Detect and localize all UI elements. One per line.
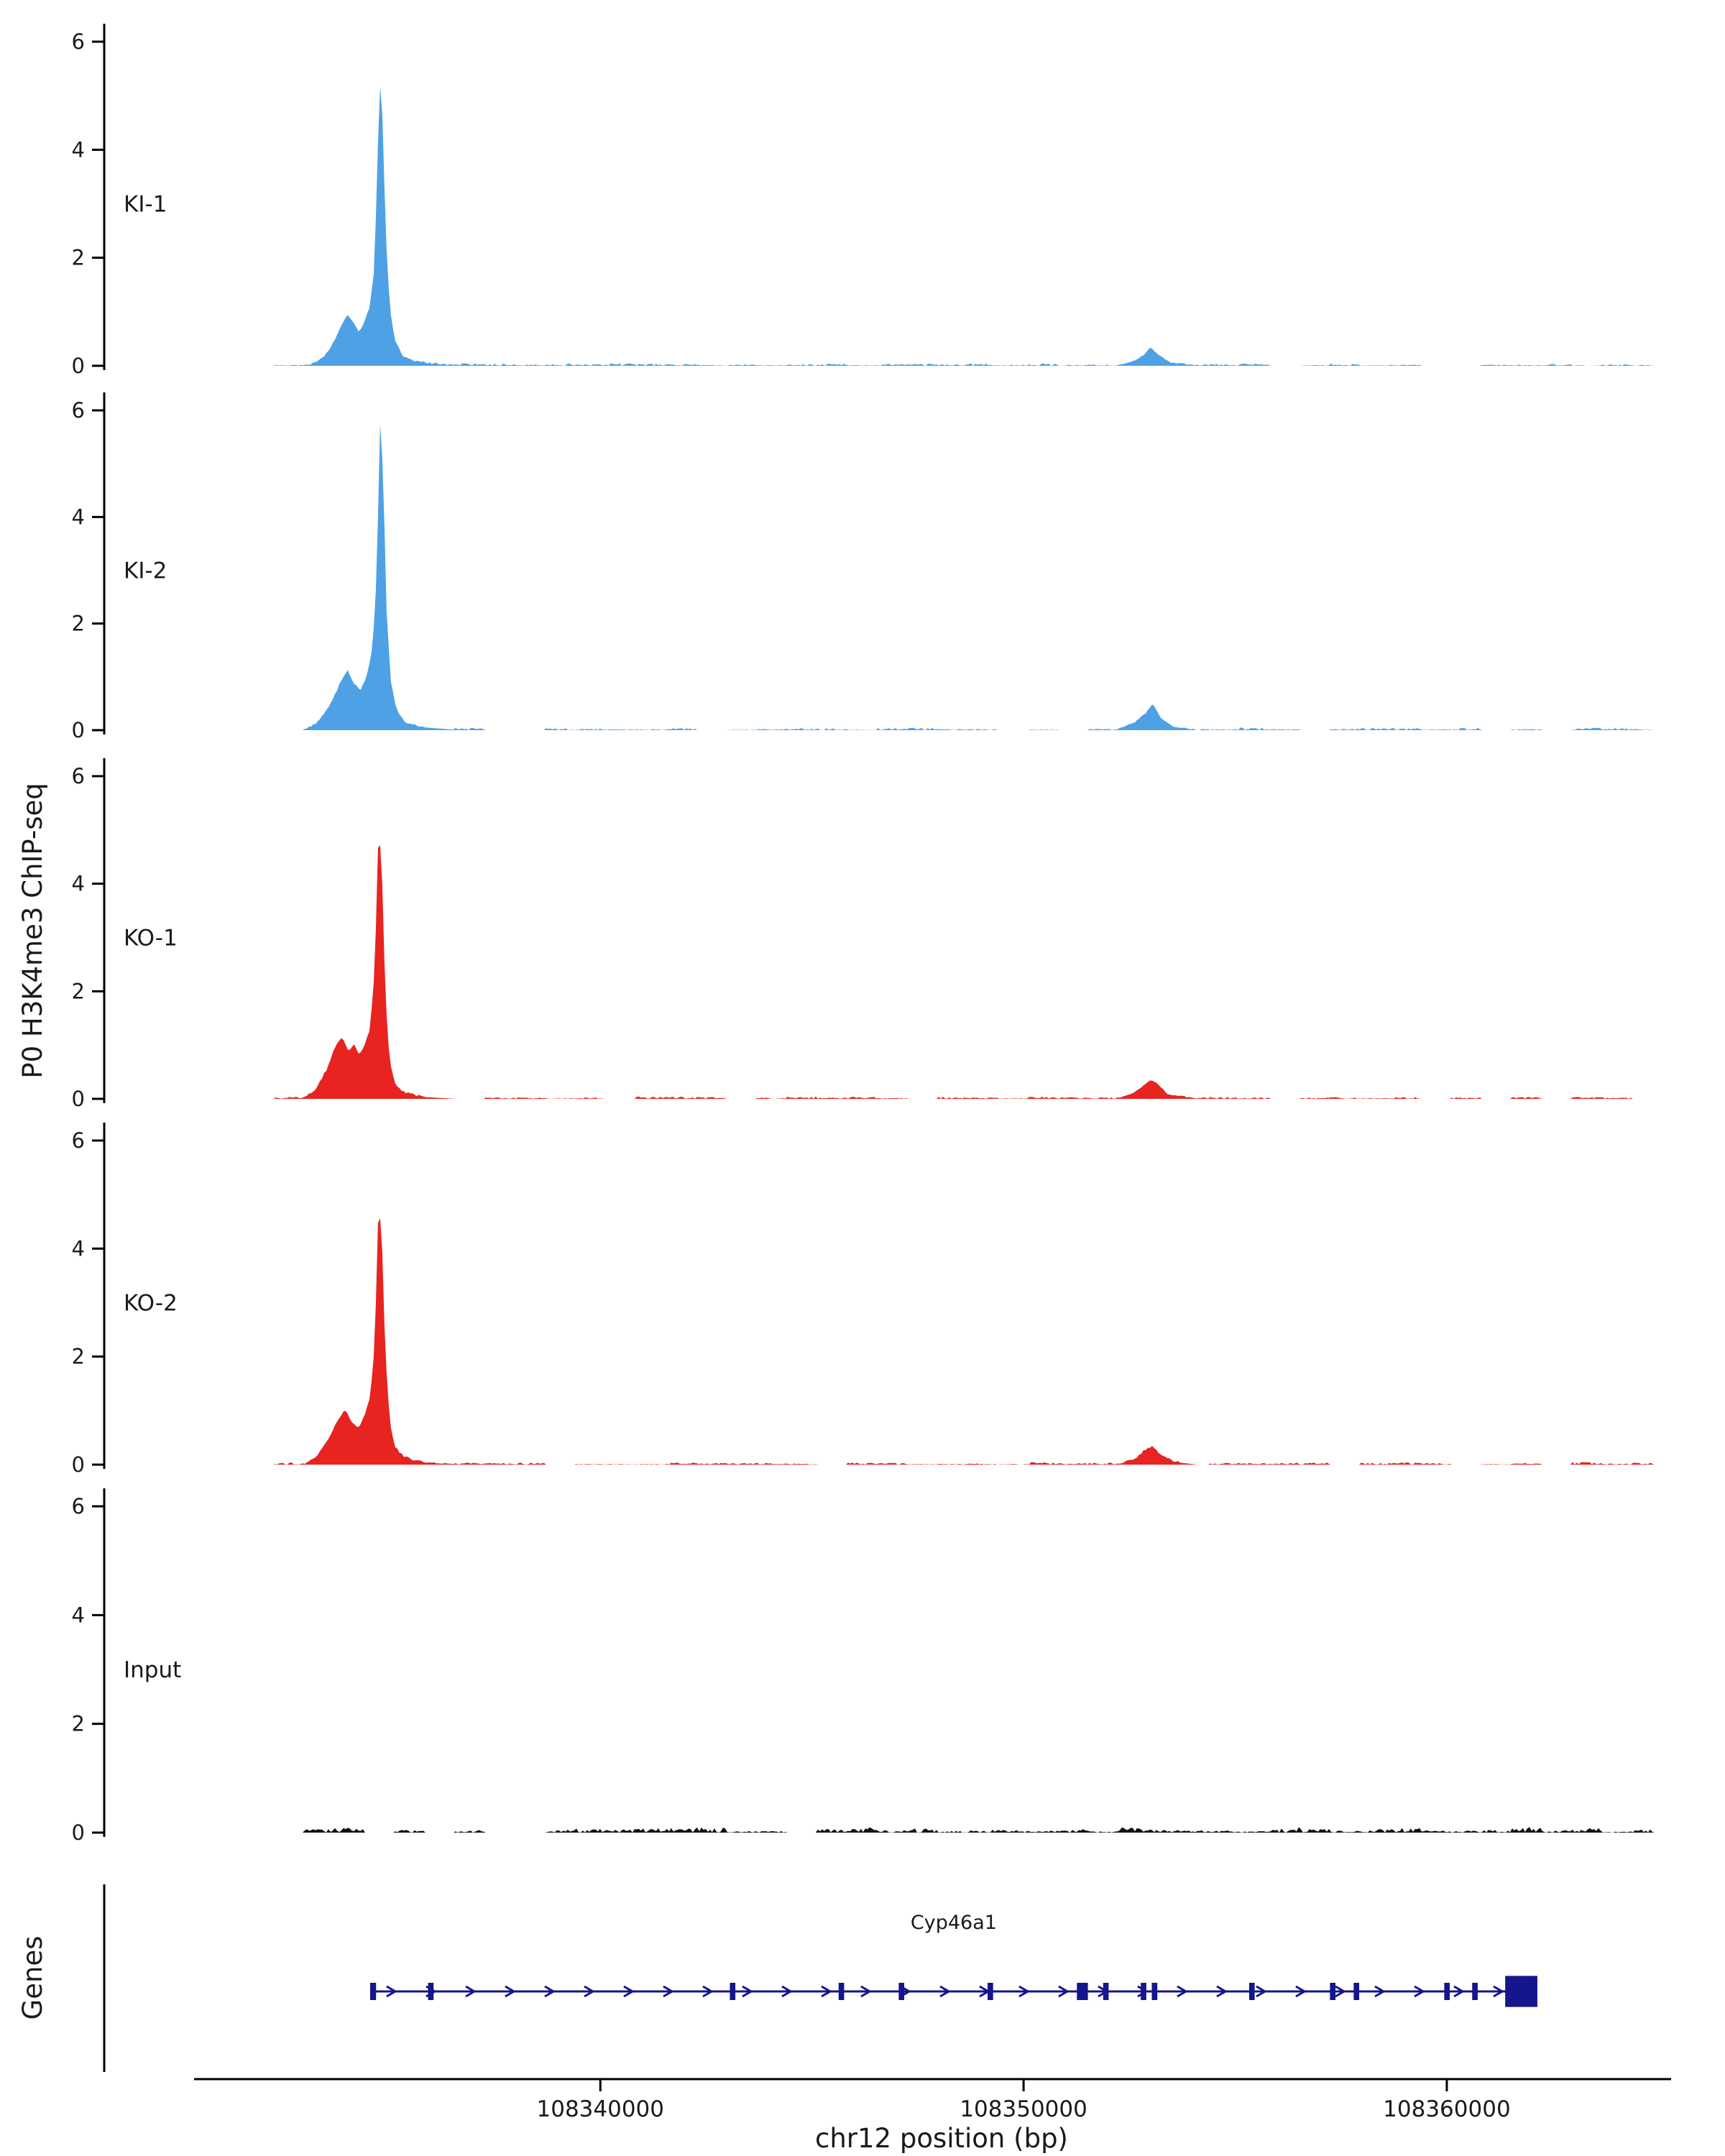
track-area-Input xyxy=(274,1827,1655,1833)
strand-arrow-icon xyxy=(1177,1985,1188,1998)
genes-panel: Cyp46a1 xyxy=(103,1884,1537,2072)
strand-arrow-icon xyxy=(623,1985,635,1998)
y-tick-label: 0 xyxy=(72,1087,85,1111)
y-tick-label: 0 xyxy=(72,354,85,378)
gene-exon xyxy=(369,1983,377,2000)
gene-exon xyxy=(898,1983,905,2000)
genes-axis-title: Genes xyxy=(17,1936,48,2020)
y-tick-label: 2 xyxy=(72,246,85,270)
strand-arrow-icon xyxy=(1335,1985,1346,1998)
strand-arrow-icon xyxy=(1453,1985,1465,1998)
gene-exon xyxy=(428,1983,434,2000)
track-area-KO-1 xyxy=(274,845,1655,1099)
track-area-KI-1 xyxy=(274,87,1655,366)
gene-exon xyxy=(1505,1976,1537,2007)
gene-exon xyxy=(1077,1983,1088,2000)
y-tick-label: 6 xyxy=(72,29,85,54)
gene-name-label: Cyp46a1 xyxy=(911,1912,997,1934)
x-axis: 108340000 108350000 108360000 xyxy=(194,2078,1671,2122)
gene-exon xyxy=(1141,1983,1146,2000)
y-tick-label: 6 xyxy=(72,398,85,423)
y-tick-label: 4 xyxy=(72,1603,85,1627)
strand-arrow-icon xyxy=(702,1985,714,1998)
strand-arrow-icon xyxy=(505,1985,516,1998)
y-tick-label: 4 xyxy=(72,505,85,529)
y-tick-label: 4 xyxy=(72,1236,85,1261)
strand-arrow-icon xyxy=(860,1985,872,1998)
x-tick-label-108340000: 108340000 xyxy=(537,2096,665,2122)
y-tick-label: 0 xyxy=(72,718,85,742)
x-axis-title: chr12 position (bp) xyxy=(815,2123,1068,2154)
y-axis-title: P0 H3K4me3 ChIP-seq xyxy=(17,783,48,1078)
gene-exon xyxy=(1330,1983,1336,2000)
y-tick-label: 2 xyxy=(72,1712,85,1736)
strand-arrow-icon xyxy=(1058,1985,1070,1998)
x-tick-label-108360000: 108360000 xyxy=(1383,2096,1511,2122)
track-label-KO-1: KO-1 xyxy=(124,926,178,952)
strand-arrow-icon xyxy=(821,1985,832,1998)
strand-arrow-icon xyxy=(465,1985,477,1998)
gene-exon xyxy=(1103,1983,1109,2000)
track-KO-2: 0 2 4 6 KO-2 xyxy=(72,1123,1655,1477)
strand-arrow-icon xyxy=(939,1985,951,1998)
gene-exon xyxy=(1248,1983,1255,2000)
y-tick-label: 6 xyxy=(72,1494,85,1519)
gene-exon xyxy=(730,1983,736,2000)
y-tick-label: 2 xyxy=(72,1345,85,1369)
y-tick-label: 4 xyxy=(72,872,85,896)
strand-arrow-icon xyxy=(584,1985,595,1998)
gene-exon xyxy=(1353,1983,1360,2000)
gene-exon xyxy=(1151,1983,1158,2000)
track-KO-1: 0 2 4 6 KO-1 xyxy=(72,758,1655,1111)
track-area-KI-2 xyxy=(274,424,1655,730)
track-label-KI-1: KI-1 xyxy=(124,192,167,218)
strand-arrow-icon xyxy=(1295,1985,1307,1998)
x-tick-label-108350000: 108350000 xyxy=(960,2096,1087,2122)
y-tick-label: 6 xyxy=(72,764,85,788)
gene-exon xyxy=(1472,1983,1478,2000)
track-label-Input: Input xyxy=(124,1657,181,1683)
strand-arrow-icon xyxy=(1414,1985,1425,1998)
strand-arrow-icon xyxy=(1216,1985,1228,1998)
strand-arrow-icon xyxy=(1493,1985,1504,1998)
strand-arrow-icon xyxy=(781,1985,793,1998)
track-Input: 0 2 4 6 Input xyxy=(72,1488,1655,1845)
y-tick-label: 2 xyxy=(72,979,85,1003)
track-label-KO-2: KO-2 xyxy=(124,1291,178,1317)
gene-exon xyxy=(1444,1983,1450,2000)
strand-arrow-icon xyxy=(663,1985,674,1998)
y-tick-label: 0 xyxy=(72,1452,85,1477)
strand-arrow-icon xyxy=(386,1985,397,1998)
gene-exon xyxy=(988,1983,993,2000)
track-KI-2: 0 2 4 6 KI-2 xyxy=(72,392,1655,742)
strand-arrow-icon xyxy=(1374,1985,1386,1998)
strand-arrow-icon xyxy=(1256,1985,1267,1998)
strand-arrow-icon xyxy=(1137,1985,1149,1998)
gene-exon xyxy=(838,1983,845,2000)
y-tick-label: 4 xyxy=(72,137,85,162)
strand-arrow-icon xyxy=(1018,1985,1030,1998)
y-tick-label: 6 xyxy=(72,1128,85,1153)
track-KI-1: 0 2 4 6 KI-1 xyxy=(72,24,1655,378)
track-label-KI-2: KI-2 xyxy=(124,558,167,584)
y-tick-label: 2 xyxy=(72,612,85,636)
track-area-KO-2 xyxy=(274,1218,1655,1465)
strand-arrow-icon xyxy=(742,1985,753,1998)
y-tick-label: 0 xyxy=(72,1820,85,1845)
strand-arrow-icon xyxy=(544,1985,556,1998)
